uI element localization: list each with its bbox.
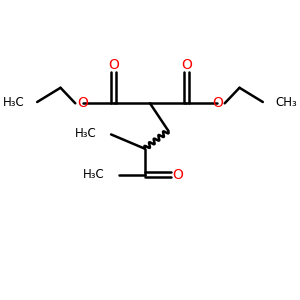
Text: O: O xyxy=(172,168,183,182)
Text: H₃C: H₃C xyxy=(83,168,105,181)
Text: O: O xyxy=(181,58,192,72)
Text: CH₃: CH₃ xyxy=(276,95,298,109)
Text: O: O xyxy=(108,58,119,72)
Text: H₃C: H₃C xyxy=(75,127,97,140)
Text: O: O xyxy=(77,96,88,110)
Text: O: O xyxy=(212,96,223,110)
Text: H₃C: H₃C xyxy=(2,95,24,109)
